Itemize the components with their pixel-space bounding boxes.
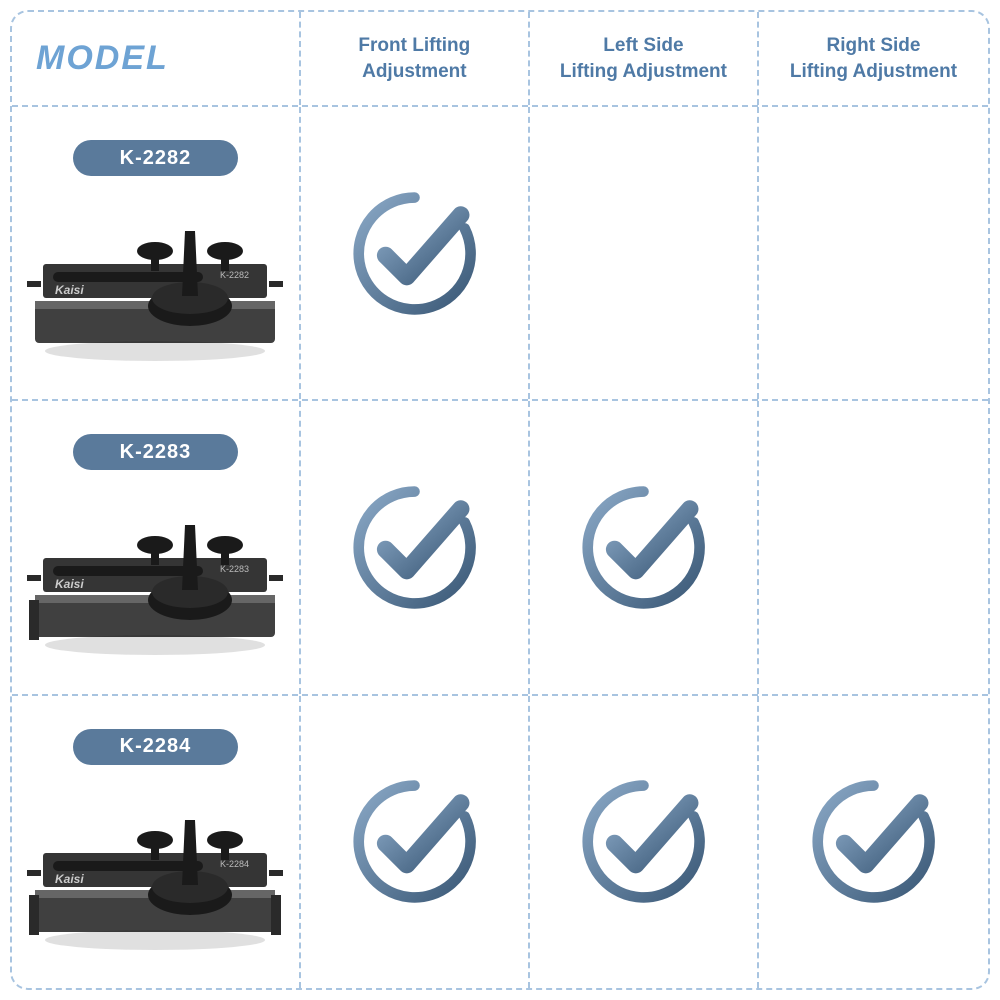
feature-cell [530,401,759,693]
feature-header-0: Front Lifting Adjustment [301,12,530,105]
model-label-on-product: K-2282 [220,270,249,280]
model-badge: K-2283 [73,434,238,470]
feature-cell [301,696,530,988]
checkmark-icon [347,186,482,321]
product-illustration: Kaisi K-2284 [25,775,285,955]
checkmark-icon [576,480,711,615]
feature-header-line2: Lifting Adjustment [790,59,957,85]
table-row: K-2282 Kaisi K-2282 [12,107,988,401]
feature-header-2: Right Side Lifting Adjustment [759,12,988,105]
checkmark-icon [806,774,941,909]
brand-label: Kaisi [55,577,84,591]
model-cell: K-2282 Kaisi K-2282 [12,107,301,399]
model-cell: K-2284 Kaisi K-2284 [12,696,301,988]
header-row: MODEL Front Lifting Adjustment Left Side… [12,12,988,107]
feature-header-line2: Lifting Adjustment [560,59,727,85]
feature-cell-empty [530,107,759,399]
feature-cell [759,696,988,988]
feature-header-line1: Right Side [827,33,921,59]
product-illustration: Kaisi K-2283 [25,480,285,660]
feature-header-line1: Front Lifting [358,33,470,59]
brand-label: Kaisi [55,872,84,886]
feature-header-line2: Adjustment [362,59,467,85]
table-row: K-2284 Kaisi K-2284 [12,696,988,988]
product-illustration: Kaisi K-2282 [25,186,285,366]
table-row: K-2283 Kaisi K-2283 [12,401,988,695]
feature-header-line1: Left Side [603,33,683,59]
brand-label: Kaisi [55,283,84,297]
feature-cell [301,107,530,399]
checkmark-icon [347,480,482,615]
feature-cell [301,401,530,693]
model-badge: K-2284 [73,729,238,765]
checkmark-icon [576,774,711,909]
feature-cell [530,696,759,988]
model-label-on-product: K-2284 [220,859,249,869]
feature-cell-empty [759,401,988,693]
feature-cell-empty [759,107,988,399]
checkmark-icon [347,774,482,909]
model-column-header: MODEL [12,12,301,105]
model-cell: K-2283 Kaisi K-2283 [12,401,301,693]
feature-header-1: Left Side Lifting Adjustment [530,12,759,105]
comparison-table: MODEL Front Lifting Adjustment Left Side… [10,10,990,990]
model-badge: K-2282 [73,140,238,176]
model-label-on-product: K-2283 [220,564,249,574]
